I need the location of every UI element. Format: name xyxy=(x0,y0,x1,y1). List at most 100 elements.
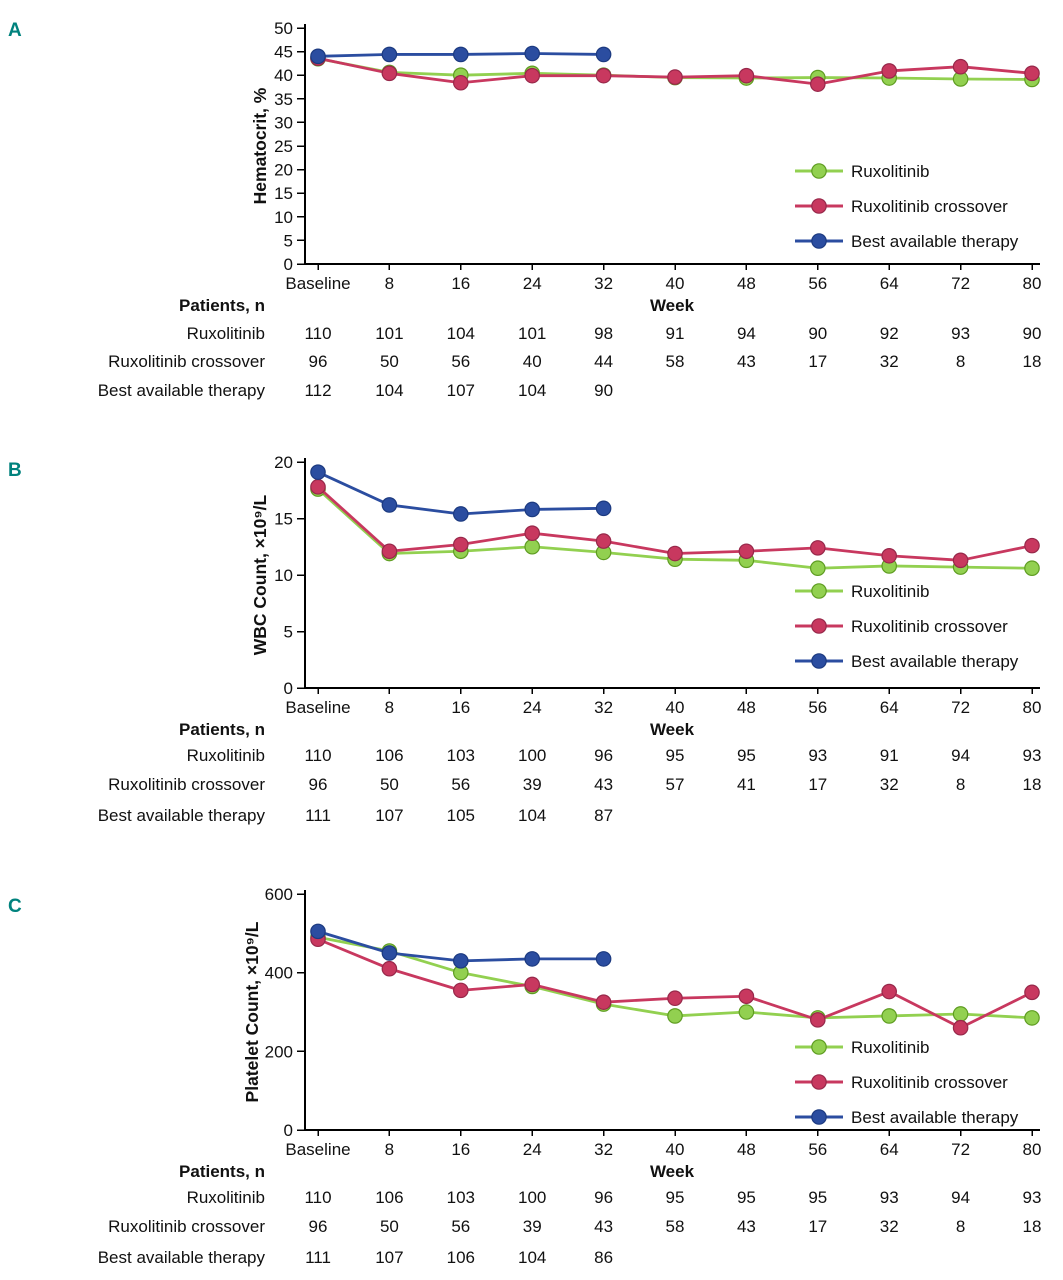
series-marker xyxy=(381,46,398,63)
y-tick-label: 600 xyxy=(265,885,293,904)
series-marker xyxy=(310,479,326,495)
patients-count: 95 xyxy=(666,1188,685,1207)
series-marker xyxy=(524,45,540,62)
series-marker xyxy=(667,990,683,1007)
panel-b-label: B xyxy=(8,460,22,481)
patients-row-label: Ruxolitinib xyxy=(187,1188,265,1207)
series-marker xyxy=(452,982,469,999)
patients-count: 112 xyxy=(304,381,331,400)
y-axis-title: Platelet Count, ×10⁹/L xyxy=(242,921,262,1102)
x-tick-label: 8 xyxy=(385,274,394,293)
x-tick-label: 24 xyxy=(523,698,542,717)
series-marker xyxy=(1024,65,1040,82)
legend-label: Ruxolitinib crossover xyxy=(851,1073,1008,1092)
y-tick-label: 200 xyxy=(265,1042,293,1061)
x-tick-label: 40 xyxy=(666,698,685,717)
y-tick-label: 20 xyxy=(274,161,293,180)
y-tick-label: 0 xyxy=(284,1121,293,1140)
series-marker xyxy=(381,543,398,560)
legend-label: Ruxolitinib crossover xyxy=(851,617,1008,636)
patients-count: 43 xyxy=(737,352,756,371)
patients-count: 111 xyxy=(305,806,331,825)
patients-count: 41 xyxy=(737,775,756,794)
patients-count: 110 xyxy=(304,746,331,765)
legend-marker xyxy=(811,163,827,179)
legend-marker xyxy=(811,583,827,599)
patients-count: 101 xyxy=(375,324,403,343)
patients-count: 8 xyxy=(956,1217,965,1236)
series-marker xyxy=(809,76,826,92)
legend-marker xyxy=(811,1039,827,1055)
y-tick-label: 30 xyxy=(274,113,293,132)
patients-count: 103 xyxy=(447,746,475,765)
patients-count: 94 xyxy=(951,746,970,765)
series-marker xyxy=(952,58,969,75)
series-marker xyxy=(595,994,612,1010)
x-tick-label: 8 xyxy=(385,1140,394,1159)
legend-marker xyxy=(811,198,827,214)
x-tick-label: 72 xyxy=(951,274,970,293)
legend-label: Ruxolitinib xyxy=(851,162,929,181)
series-marker xyxy=(381,497,398,513)
series-marker xyxy=(310,923,326,940)
y-axis-title: Hematocrit, % xyxy=(250,87,270,204)
series-marker xyxy=(1024,537,1040,554)
patients-count: 93 xyxy=(808,746,827,765)
series-marker xyxy=(809,1012,826,1028)
series-marker xyxy=(952,1006,969,1022)
patients-count: 18 xyxy=(1023,775,1042,794)
patients-count: 100 xyxy=(518,746,546,765)
patients-count: 93 xyxy=(1023,746,1042,765)
patients-count: 100 xyxy=(518,1188,546,1207)
x-tick-label: 16 xyxy=(451,1140,470,1159)
x-tick-label: 48 xyxy=(737,274,756,293)
series-marker xyxy=(595,67,612,84)
patients-row-label: Ruxolitinib crossover xyxy=(108,775,265,794)
patients-count: 43 xyxy=(594,1217,613,1236)
series-marker xyxy=(881,983,897,1000)
patients-count: 96 xyxy=(309,352,328,371)
legend-label: Ruxolitinib xyxy=(851,1038,929,1057)
x-axis-title: Week xyxy=(650,1162,695,1181)
patients-row-label: Best available therapy xyxy=(98,806,266,825)
y-tick-label: 15 xyxy=(274,510,293,529)
patients-count: 32 xyxy=(880,1217,899,1236)
series-marker xyxy=(881,1008,897,1024)
patients-count: 111 xyxy=(305,1248,331,1267)
patients-count: 32 xyxy=(880,352,899,371)
x-tick-label: 8 xyxy=(385,698,394,717)
patients-count: 56 xyxy=(451,352,470,371)
x-tick-label: Baseline xyxy=(285,698,350,717)
x-tick-label: 48 xyxy=(737,1140,756,1159)
series-marker xyxy=(881,63,897,79)
x-tick-label: 64 xyxy=(880,274,899,293)
series-marker xyxy=(809,540,826,556)
series-marker xyxy=(452,953,469,969)
patients-count: 86 xyxy=(594,1248,613,1267)
patients-row-label: Ruxolitinib crossover xyxy=(108,352,265,371)
patients-count: 56 xyxy=(451,775,470,794)
series-marker xyxy=(1024,560,1040,577)
series-marker xyxy=(452,46,469,63)
patients-count: 104 xyxy=(518,1248,546,1267)
patients-count: 107 xyxy=(375,806,403,825)
patients-count: 93 xyxy=(1023,1188,1042,1207)
patients-count: 96 xyxy=(309,775,328,794)
series-marker xyxy=(595,951,612,967)
series-marker xyxy=(595,500,612,517)
legend-marker xyxy=(811,618,827,634)
legend-marker xyxy=(811,1074,827,1090)
x-tick-label: 80 xyxy=(1023,274,1042,293)
y-tick-label: 45 xyxy=(274,43,293,62)
series-marker xyxy=(738,543,755,560)
patients-count: 107 xyxy=(447,381,475,400)
patients-count: 39 xyxy=(523,1217,542,1236)
series-marker xyxy=(381,945,398,961)
y-tick-label: 35 xyxy=(274,90,293,109)
y-tick-label: 20 xyxy=(274,453,293,472)
patients-count: 18 xyxy=(1023,352,1042,371)
patients-header: Patients, n xyxy=(179,1162,265,1181)
patients-count: 56 xyxy=(451,1217,470,1236)
patients-count: 8 xyxy=(956,775,965,794)
x-tick-label: 24 xyxy=(523,1140,542,1159)
